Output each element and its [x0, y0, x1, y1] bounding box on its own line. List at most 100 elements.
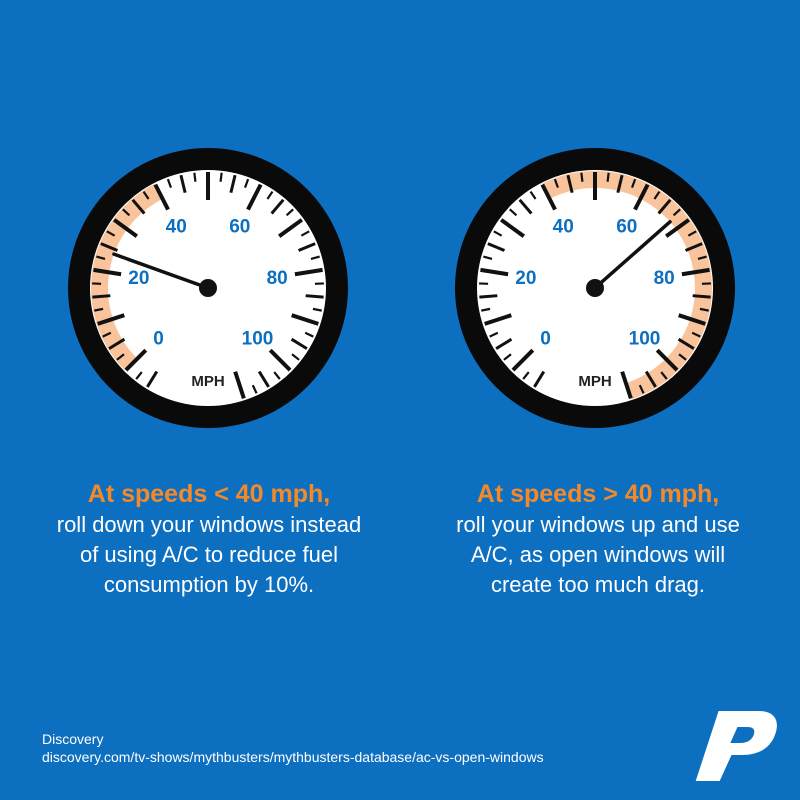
caption-left-line: of using A/C to reduce fuel — [79, 542, 339, 567]
gauge-tick — [522, 371, 530, 380]
gauge-tick-label: 20 — [515, 268, 536, 289]
gauge-tick — [312, 307, 322, 312]
gauge-tick — [493, 230, 503, 237]
gauge-tick — [285, 208, 294, 217]
gauge-tick — [483, 255, 493, 261]
gauge-tick — [304, 331, 314, 338]
gauge-tick — [677, 337, 695, 350]
gauge-tick — [257, 370, 270, 388]
gauge-tick — [290, 337, 308, 350]
caption-right-headline: At speeds > 40 mph, — [476, 480, 720, 508]
gauge-tick — [93, 267, 122, 277]
gauge-tick — [657, 198, 672, 215]
gauge-tick-label: 80 — [267, 268, 288, 289]
gauge-tick — [697, 255, 707, 261]
gauge-tick — [511, 348, 535, 372]
gauge-tick — [94, 307, 104, 312]
gauge-tick — [529, 190, 537, 200]
gauge-tick — [135, 371, 143, 380]
gauge-unit-label: MPH — [578, 373, 611, 390]
gauge-tick — [233, 371, 246, 399]
gauge-tick — [631, 178, 637, 188]
gauge-tick — [503, 353, 512, 361]
gauge-tick — [678, 353, 687, 361]
caption-left: At speeds < 40 mph, roll down your windo… — [19, 478, 399, 600]
gauge-tick — [278, 218, 304, 238]
gauge-tick — [665, 218, 691, 238]
gauge-tick — [166, 178, 172, 188]
caption-left-headline: At speeds < 40 mph, — [87, 480, 331, 508]
gauge-tick — [108, 337, 126, 350]
gauge-tick — [481, 307, 491, 312]
gauge-tick — [96, 255, 106, 261]
gauge-tick — [310, 255, 320, 261]
gauge-tick — [660, 371, 668, 380]
gauge-tick — [616, 174, 624, 194]
gauge-tick — [294, 267, 323, 277]
gauge-tick-label: 100 — [629, 328, 661, 349]
gauge-tick — [580, 172, 584, 182]
gauge-needle — [112, 252, 216, 292]
gauge-tick-label: 60 — [616, 217, 637, 238]
speedometer-right: 0 20 40 60 80 100 MPH — [455, 148, 735, 428]
speedometer-right-svg: 0 20 40 60 80 100 MPH — [455, 148, 735, 428]
gauge-highlight-band — [541, 171, 712, 400]
gauge-tick — [146, 370, 159, 388]
gauge-tick — [681, 267, 710, 277]
gauge-tick — [484, 313, 512, 326]
gauge-tick — [116, 353, 125, 361]
gauge-tick — [244, 178, 250, 188]
gauge-tick — [620, 371, 633, 399]
gauge-tick — [270, 198, 285, 215]
gauge-needle-hub — [586, 279, 604, 297]
gauge-tick-label: 0 — [540, 328, 551, 349]
gauge-tick — [678, 313, 706, 326]
caption-left-line: consumption by 10%. — [103, 572, 315, 597]
gauge-tick — [533, 370, 546, 388]
gauge-tick — [687, 230, 697, 237]
gauge-tick — [638, 384, 645, 394]
gauge-highlight-band — [90, 183, 163, 371]
gauge-tick — [179, 174, 187, 194]
gauge-tick — [699, 307, 709, 312]
source-credit: Discovery discovery.com/tv-shows/mythbus… — [42, 730, 544, 766]
source-url[interactable]: discovery.com/tv-shows/mythbusters/mythb… — [42, 749, 544, 765]
gauge-tick — [273, 371, 281, 380]
gauge-tick — [305, 294, 324, 299]
p-logo-icon — [695, 711, 777, 781]
gauge-tick — [268, 348, 292, 372]
gauge-tick — [219, 172, 223, 182]
gauge-tick-label: 60 — [229, 217, 250, 238]
gauge-tick — [509, 208, 518, 217]
gauge-tick — [633, 183, 650, 211]
gauge-tick — [193, 172, 197, 182]
gauge-tick — [300, 230, 310, 237]
gauge-tick — [92, 294, 111, 299]
gauge-tick — [692, 294, 711, 299]
gauge-tick — [644, 370, 657, 388]
caption-right-line: roll your windows up and use — [456, 512, 740, 537]
gauge-tick — [251, 384, 258, 394]
gauge-needle — [588, 220, 672, 294]
gauge-tick — [518, 198, 533, 215]
gauge-tick-label: 100 — [242, 328, 274, 349]
gauge-tick — [97, 313, 125, 326]
caption-right-line: create too much drag. — [490, 572, 705, 597]
gauge-tick — [672, 208, 681, 217]
gauge-tick — [653, 190, 661, 200]
gauge-needle-hub — [199, 279, 217, 297]
gauge-tick — [566, 174, 574, 194]
gauge-tick — [112, 218, 138, 238]
gauge-tick — [655, 348, 679, 372]
gauge-unit-label: MPH — [191, 373, 224, 390]
gauge-tick — [297, 242, 316, 252]
gauge-tick — [106, 230, 116, 237]
speedometer-left: 0 20 40 60 80 100 MPH — [68, 148, 348, 428]
gauge-tick — [291, 313, 319, 326]
gauge-tick — [480, 267, 509, 277]
gauge-tick-label: 80 — [654, 268, 675, 289]
gauge-tick-label: 40 — [553, 217, 574, 238]
gauge-tick-label: 20 — [128, 268, 149, 289]
speedometer-left-svg: 0 20 40 60 80 100 MPH — [68, 148, 348, 428]
caption-right: At speeds > 40 mph, roll your windows up… — [408, 478, 788, 600]
